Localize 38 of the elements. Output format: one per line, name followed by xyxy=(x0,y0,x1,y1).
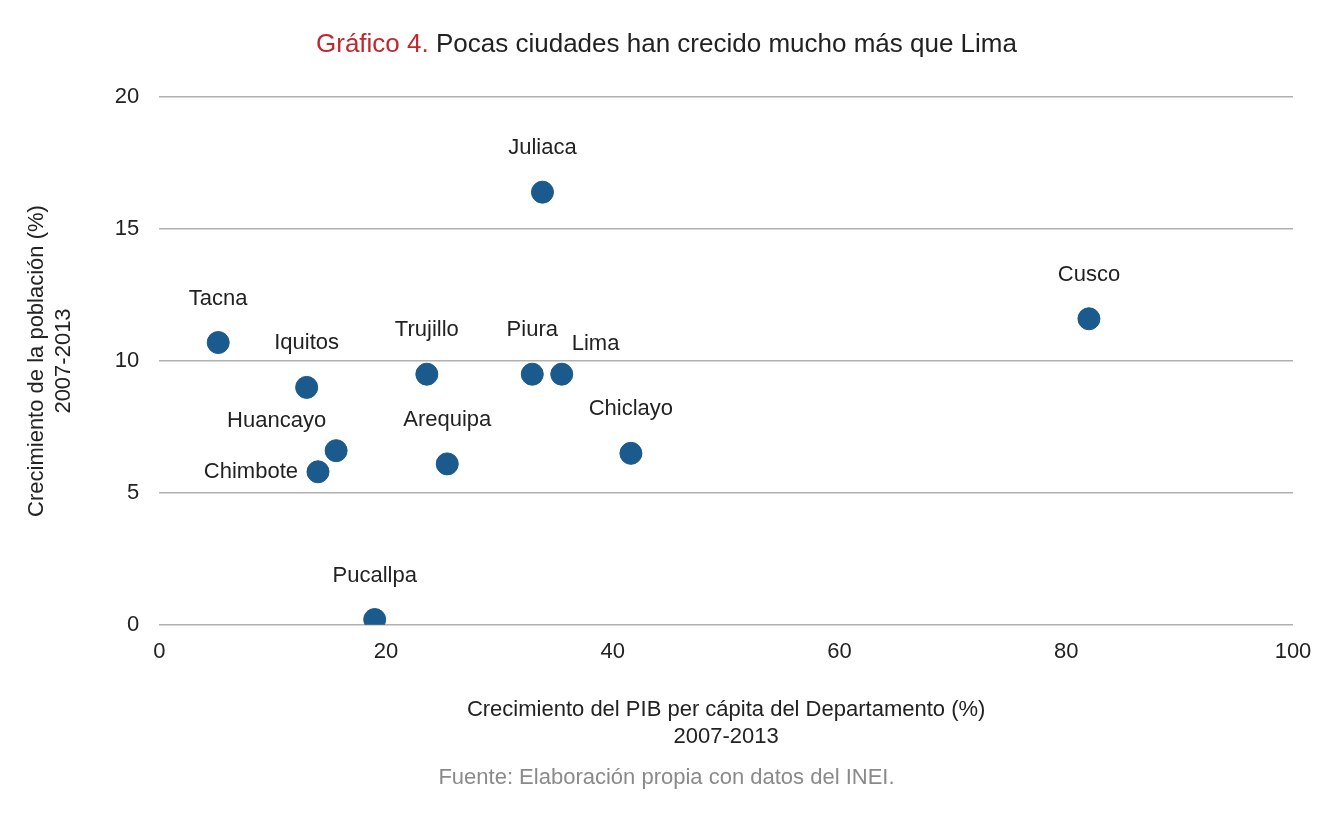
x-tick-label: 0 xyxy=(153,638,166,664)
annotation: Trujillo xyxy=(394,316,459,342)
point xyxy=(520,362,544,386)
x-tick-label: 80 xyxy=(1054,638,1079,664)
point xyxy=(306,460,330,484)
point xyxy=(435,452,459,476)
point xyxy=(324,439,348,463)
annotation: Pucallpa xyxy=(332,561,418,587)
annotation: Piura xyxy=(506,316,559,342)
point xyxy=(619,441,643,465)
annotation: Huancayo xyxy=(227,406,327,432)
y-tick-label: 20 xyxy=(114,83,140,109)
annotation: Juliaca xyxy=(508,134,578,160)
y-tick-label: 10 xyxy=(114,347,140,373)
annotation: Arequipa xyxy=(403,405,493,431)
chart-title: Gráfico 4. Pocas ciudades han crecido mucho más que Lima xyxy=(315,28,1018,60)
annotation: Chiclayo xyxy=(588,395,674,421)
point xyxy=(415,362,439,386)
point xyxy=(550,362,574,386)
annotation: Tacna xyxy=(188,284,249,310)
annotation: Chimbote xyxy=(203,457,298,483)
source-note: Fuente: Elaboración propia con datos del INEI. xyxy=(437,764,896,790)
annotation: Lima xyxy=(571,330,621,356)
x-tick-label: 40 xyxy=(600,638,625,664)
y-tick-label: 15 xyxy=(114,215,140,241)
x-tick-label: 100 xyxy=(1274,638,1312,664)
x-tick-label: 20 xyxy=(373,638,399,664)
point xyxy=(1077,307,1101,331)
y-tick-label: 5 xyxy=(127,478,140,504)
annotation: Iquitos xyxy=(274,329,340,355)
x-tick-label: 60 xyxy=(827,638,852,664)
point xyxy=(530,180,554,204)
y-axis-title: Crecimiento de la población (%) 2007-2013 xyxy=(23,205,75,517)
point xyxy=(206,331,230,355)
annotation: Cusco xyxy=(1057,260,1121,286)
y-tick-label: 0 xyxy=(127,610,140,636)
point xyxy=(295,375,319,399)
x-axis-title: Crecimiento del PIB per cápita del Departamento (%) 2007-2013 xyxy=(466,696,986,748)
